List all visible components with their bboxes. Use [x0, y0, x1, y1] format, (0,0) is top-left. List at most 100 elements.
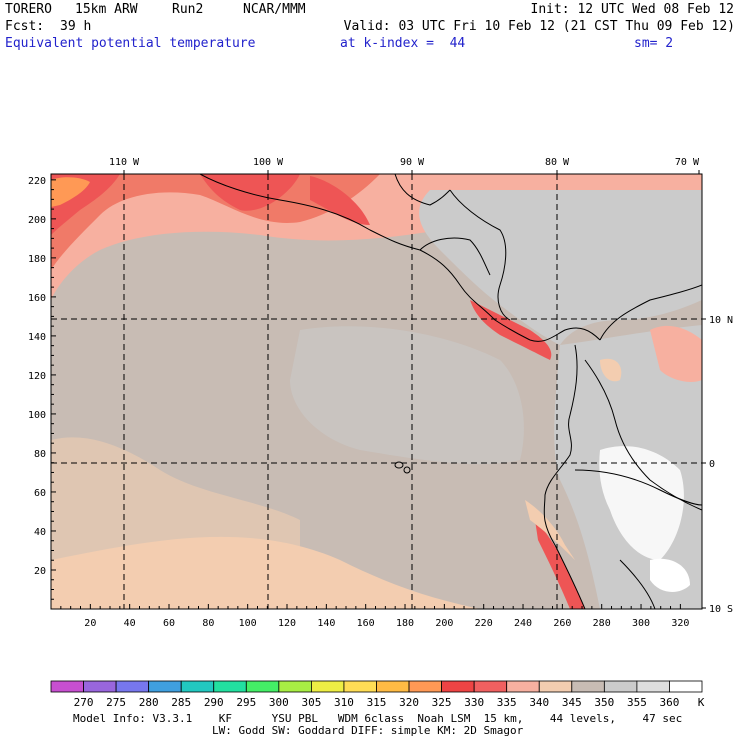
- colorbar-label: 285: [171, 696, 192, 709]
- smoothing-label: sm= 2: [634, 36, 674, 51]
- x-tick-label: 280: [593, 618, 611, 629]
- x-tick-label: 140: [317, 618, 335, 629]
- border-central: [419, 237, 491, 276]
- colorbar-swatch: [636, 680, 670, 693]
- colorbar-label: 315: [366, 696, 387, 709]
- colorbar-unit: K: [697, 696, 705, 709]
- field-band-340: [525, 500, 575, 560]
- x-tick-label: 60: [163, 618, 175, 629]
- colorbar-label: 350: [594, 696, 615, 709]
- colorbar-swatch: [50, 680, 84, 693]
- field-band-330: [535, 520, 585, 609]
- x-tick-label: 160: [357, 618, 375, 629]
- coastline-panama: [529, 327, 601, 342]
- colorbar-label: 300: [268, 696, 289, 709]
- border-south-2: [619, 559, 656, 609]
- x-axis: 20 40 60 80 100 120 140 160 180 200 220 240 260 280 30…: [60, 604, 689, 629]
- colorbar-label: 310: [334, 696, 354, 709]
- colorbar-label: 360: [659, 696, 680, 709]
- colorbar-swatch: [669, 680, 703, 693]
- coastline-sa-north: [599, 284, 702, 341]
- model-info: Model Info: V3.3.1 KF YSU PBL WDM 6class…: [73, 712, 683, 725]
- colorbar-label: 270: [73, 696, 94, 709]
- x-tick-label: 20: [84, 618, 96, 629]
- init-time: Init: 12 UTC Wed 08 Feb 12: [530, 2, 735, 17]
- longitude-labels: 110 W 100 W 90 W 80 W 70 W: [109, 157, 700, 174]
- colorbar-swatch: [115, 680, 150, 693]
- lon-label: 110 W: [109, 157, 140, 168]
- field-band-330: [200, 174, 300, 211]
- y-tick-label: 160: [28, 293, 46, 304]
- field-land-355: [419, 190, 702, 345]
- field-band-340: [600, 358, 622, 382]
- forecast-label: Fcst:: [5, 19, 45, 34]
- lon-label: 70 W: [675, 157, 700, 168]
- map-frame: [50, 173, 703, 610]
- x-tick-label: 100: [239, 618, 257, 629]
- lat-label: 10 N: [709, 315, 733, 326]
- border-south: [574, 469, 702, 506]
- coastlines: [199, 174, 702, 609]
- y-tick-label: 140: [28, 332, 46, 343]
- y-tick-label: 60: [34, 488, 46, 499]
- level-index: at k-index = 44: [340, 36, 466, 51]
- y-tick-label: 100: [28, 410, 46, 421]
- colorbar-swatch: [376, 680, 410, 693]
- colorbar: [50, 680, 703, 693]
- coastline-sa-west: [543, 344, 586, 609]
- colorbar-swatch: [180, 680, 215, 693]
- colorbar-swatch: [408, 680, 442, 693]
- colorbar-label: 330: [464, 696, 485, 709]
- x-tick-label: 220: [475, 618, 493, 629]
- colorbar-label: 280: [138, 696, 159, 709]
- colorbar-label: 355: [626, 696, 647, 709]
- forecast-hour: 39 h: [60, 19, 92, 34]
- field-shading: [51, 174, 702, 609]
- colorbar-swatch: [278, 680, 312, 693]
- colorbar-label: 305: [301, 696, 322, 709]
- colorbar-label: 320: [399, 696, 419, 709]
- graticule: [51, 174, 702, 609]
- colorbar-swatch: [245, 680, 280, 693]
- y-tick-label: 40: [34, 527, 46, 538]
- field-band-345: [51, 437, 300, 609]
- colorbar-label: 275: [106, 696, 127, 709]
- colorbar-label: 325: [431, 696, 452, 709]
- colorbar-swatch: [213, 680, 247, 693]
- x-tick-label: 200: [435, 618, 453, 629]
- physics-info: LW: Godd SW: Goddard DIFF: simple KM: 2D…: [212, 724, 524, 737]
- y-tick-label: 180: [28, 254, 46, 265]
- coastline-galapagos: [403, 466, 411, 474]
- colorbar-swatch: [441, 680, 475, 693]
- colorbar-swatch: [538, 680, 573, 693]
- colorbar-swatch: [603, 680, 638, 693]
- y-tick-label: 20: [34, 566, 46, 577]
- x-tick-label: 180: [396, 618, 414, 629]
- colorbar-swatch: [473, 680, 508, 693]
- latitude-labels: 10 N 0 10 S: [702, 315, 733, 615]
- field-band-330: [310, 176, 370, 225]
- x-tick-label: 300: [632, 618, 650, 629]
- coastline-caribbean: [449, 189, 511, 321]
- lon-label: 90 W: [400, 157, 425, 168]
- colorbar-swatch: [506, 680, 540, 693]
- colorbar-swatch: [148, 680, 182, 693]
- y-tick-label: 120: [28, 371, 46, 382]
- x-tick-label: 240: [514, 618, 532, 629]
- field-band-360: [599, 446, 684, 560]
- colorbar-label: 345: [561, 696, 582, 709]
- lon-label: 80 W: [545, 157, 570, 168]
- colorbar-label: 290: [203, 696, 224, 709]
- colorbar-label: 335: [496, 696, 517, 709]
- colorbar-swatch: [310, 680, 345, 693]
- field-band-335: [51, 174, 380, 270]
- field-name: Equivalent potential temperature: [5, 36, 256, 51]
- lat-label: 10 S: [709, 604, 733, 615]
- model-resolution: 15km ARW: [75, 2, 138, 17]
- organization: NCAR/MMM: [243, 2, 306, 17]
- x-tick-label: 40: [124, 618, 136, 629]
- colorbar-swatch: [571, 680, 605, 693]
- valid-time: Valid: 03 UTC Fri 10 Feb 12 (21 CST Thu …: [343, 19, 735, 34]
- colorbar-label: 295: [236, 696, 257, 709]
- y-tick-label: 220: [28, 176, 46, 187]
